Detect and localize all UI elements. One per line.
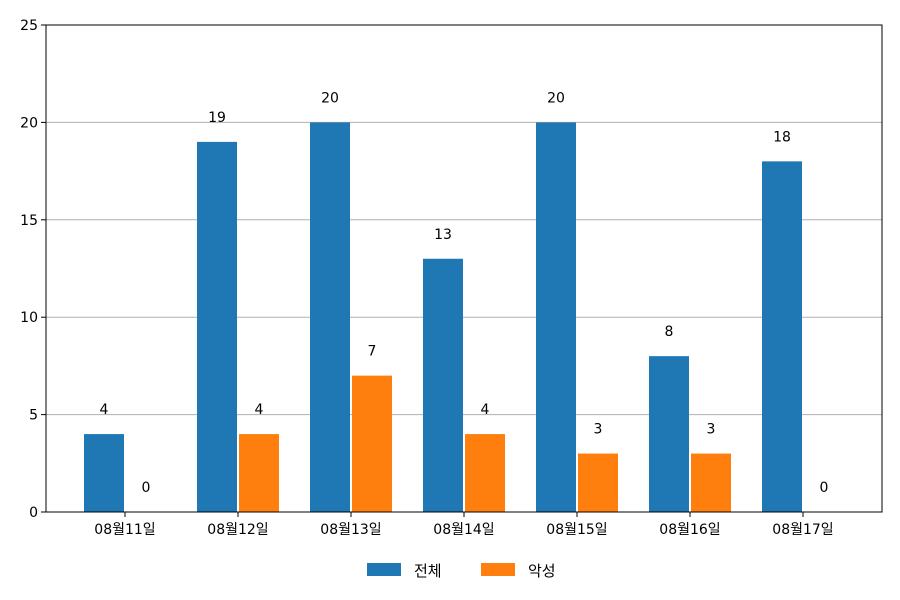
data-label: 19 xyxy=(208,110,226,126)
bar-total xyxy=(423,258,463,512)
x-tick-label: 08월15일 xyxy=(546,522,607,538)
data-label: 4 xyxy=(481,402,490,418)
data-label: 20 xyxy=(547,90,565,106)
bar-malicious xyxy=(465,434,505,512)
y-axis: 0 5 10 15 20 25 xyxy=(20,18,46,521)
bar-malicious xyxy=(691,453,731,512)
y-tick-label: 0 xyxy=(29,505,38,521)
y-tick-label: 5 xyxy=(29,408,38,424)
y-tick-label: 20 xyxy=(20,115,38,131)
bar-total xyxy=(84,434,124,512)
x-tick-label: 08월11일 xyxy=(94,522,155,538)
data-label: 0 xyxy=(142,480,151,496)
data-labels: 4 0 19 4 20 7 13 4 20 3 8 3 18 0 xyxy=(100,90,829,496)
bar-malicious xyxy=(352,375,392,512)
plot-frame xyxy=(45,24,883,513)
data-label: 3 xyxy=(594,422,603,438)
legend-swatch xyxy=(481,563,515,576)
x-tick-label: 08월17일 xyxy=(772,522,833,538)
x-tick-label: 08월14일 xyxy=(433,522,494,538)
data-label: 4 xyxy=(100,402,109,418)
x-axis: 08월11일 08월12일 08월13일 08월14일 08월15일 08월16일 08월1… xyxy=(94,512,834,538)
y-tick-label: 10 xyxy=(20,310,38,326)
bars xyxy=(84,122,802,513)
legend-label: 악성 xyxy=(528,562,556,580)
x-tick-label: 08월12일 xyxy=(207,522,268,538)
bar-total xyxy=(310,122,350,513)
data-label: 7 xyxy=(368,344,377,360)
bar-total xyxy=(197,141,237,512)
x-tick-label: 08월13일 xyxy=(320,522,381,538)
data-label: 20 xyxy=(321,90,339,106)
x-tick-label: 08월16일 xyxy=(659,522,720,538)
data-label: 4 xyxy=(255,402,264,418)
data-label: 18 xyxy=(773,129,791,145)
legend-swatch xyxy=(367,563,401,576)
data-label: 3 xyxy=(707,422,716,438)
bar-total xyxy=(649,356,689,512)
data-label: 8 xyxy=(665,324,674,340)
legend: 전체 악성 xyxy=(367,562,556,580)
bar-total xyxy=(762,161,802,513)
data-label: 13 xyxy=(434,227,452,243)
grid-lines xyxy=(46,121,882,416)
data-label: 0 xyxy=(820,480,829,496)
y-tick-label: 25 xyxy=(20,18,38,34)
bar-malicious xyxy=(578,453,618,512)
bar-malicious xyxy=(239,434,279,512)
legend-label: 전체 xyxy=(414,562,442,580)
y-tick-label: 15 xyxy=(20,213,38,229)
bar-total xyxy=(536,122,576,513)
